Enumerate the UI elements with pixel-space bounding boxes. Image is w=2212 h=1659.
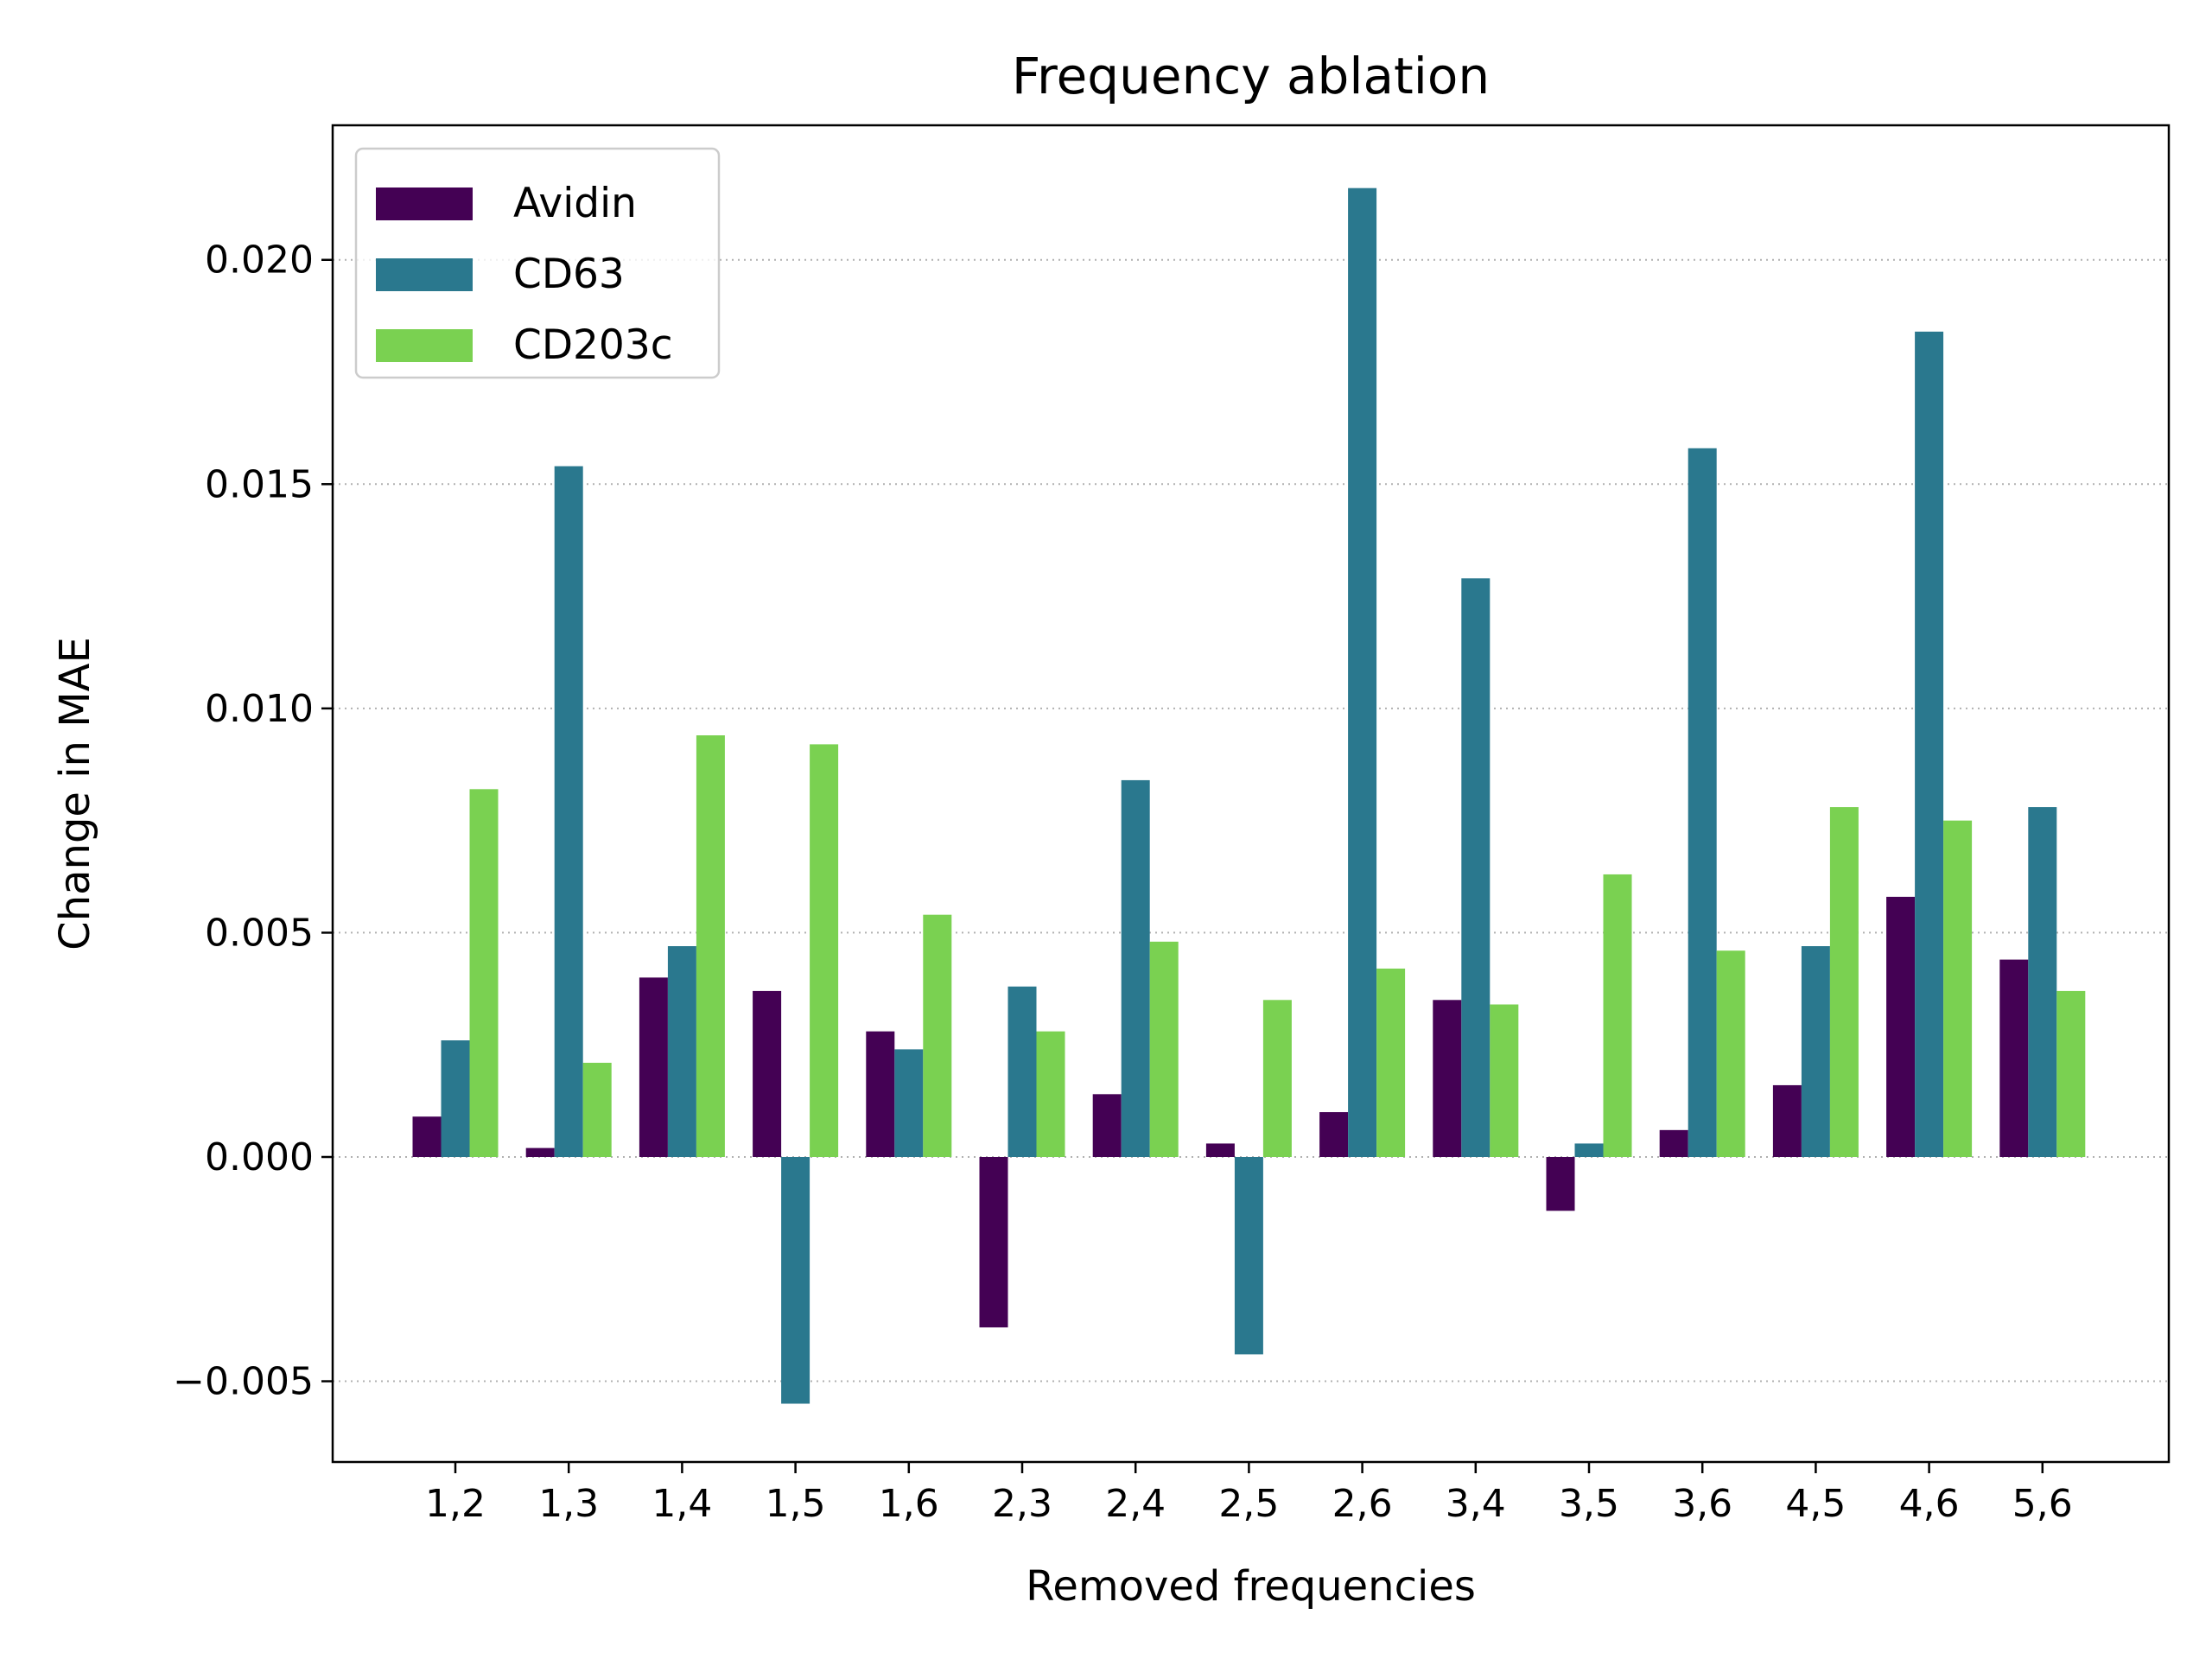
bar-cd203c-1-5: [810, 744, 839, 1157]
y-tick-label: 0.015: [205, 462, 314, 506]
x-tick-label: 2,5: [1218, 1482, 1279, 1526]
legend-label-cd203c: CD203c: [513, 321, 673, 369]
bar-cd63-2-5: [1234, 1156, 1263, 1355]
legend: Avidin CD63 CD203c: [354, 147, 721, 379]
bar-cd63-1-6: [894, 1049, 924, 1157]
bar-cd63-3-4: [1461, 578, 1491, 1157]
legend-swatch-avidin: [376, 188, 473, 220]
x-tick-label: 3,5: [1559, 1482, 1619, 1526]
bar-avidin-1-4: [639, 977, 668, 1157]
y-tick-label: 0.020: [205, 238, 314, 283]
bar-avidin-5-6: [1999, 959, 2029, 1157]
bar-cd63-2-6: [1348, 188, 1377, 1157]
x-tick-label: 4,6: [1899, 1482, 1960, 1526]
x-tick-label: 3,6: [1672, 1482, 1732, 1526]
bar-cd63-3-6: [1688, 448, 1717, 1157]
bar-cd63-1-3: [554, 466, 583, 1157]
bar-avidin-3-4: [1433, 1000, 1462, 1157]
x-tick-label: 1,4: [652, 1482, 712, 1526]
bar-avidin-1-2: [412, 1116, 442, 1157]
bar-cd203c-1-4: [696, 735, 725, 1157]
bar-cd203c-3-6: [1716, 950, 1745, 1157]
legend-label-avidin: Avidin: [513, 180, 637, 227]
bars: [412, 188, 2086, 1404]
x-tick-label: 1,2: [425, 1482, 486, 1526]
legend-swatch-cd63: [376, 258, 473, 291]
bar-cd63-2-4: [1121, 779, 1150, 1157]
bar-cd203c-2-5: [1262, 1000, 1292, 1157]
bar-cd203c-2-3: [1036, 1031, 1065, 1157]
bar-cd63-4-5: [1801, 946, 1830, 1157]
bar-avidin-2-6: [1319, 1112, 1349, 1157]
x-tick-label: 5,6: [2012, 1482, 2073, 1526]
bar-cd63-2-3: [1007, 986, 1037, 1157]
bar-cd63-1-4: [667, 946, 696, 1157]
x-tick-label: 4,5: [1785, 1482, 1846, 1526]
bar-cd203c-2-4: [1149, 941, 1179, 1157]
y-tick-label: 0.000: [205, 1135, 314, 1179]
bar-cd63-5-6: [2028, 807, 2057, 1157]
bar-cd203c-1-2: [469, 789, 499, 1157]
bar-cd63-1-5: [781, 1156, 810, 1404]
bar-avidin-3-6: [1659, 1129, 1688, 1157]
bar-avidin-1-3: [525, 1147, 555, 1157]
bar-cd63-1-2: [441, 1040, 470, 1157]
bar-cd203c-4-6: [1943, 820, 1973, 1157]
legend-swatch-cd203c: [376, 329, 473, 362]
bar-cd203c-4-5: [1829, 807, 1859, 1157]
bar-avidin-2-5: [1205, 1143, 1235, 1157]
y-tick-label: 0.010: [205, 687, 314, 731]
bar-cd203c-3-4: [1490, 1004, 1519, 1157]
bar-avidin-4-5: [1772, 1084, 1802, 1157]
bar-avidin-3-5: [1546, 1156, 1575, 1211]
x-tick-label: 2,4: [1105, 1482, 1166, 1526]
bar-cd203c-1-3: [582, 1062, 612, 1157]
bar-cd203c-3-5: [1603, 874, 1632, 1157]
axis-ticks: −0.005 0.000 0.005 0.010 0.015 0.020 1,2 1,3 1,4…: [173, 238, 2073, 1526]
bar-avidin-1-6: [866, 1031, 895, 1157]
bar-cd203c-2-6: [1376, 968, 1406, 1157]
x-tick-label: 1,3: [538, 1482, 599, 1526]
legend-label-cd63: CD63: [513, 251, 625, 298]
y-axis-title: Change in MAE: [51, 637, 99, 950]
x-tick-label: 2,6: [1332, 1482, 1393, 1526]
x-tick-label: 2,3: [992, 1482, 1052, 1526]
x-axis-title: Removed frequencies: [1026, 1562, 1476, 1611]
bar-avidin-2-3: [979, 1156, 1008, 1328]
bar-avidin-2-4: [1092, 1094, 1122, 1157]
bar-avidin-1-5: [753, 990, 782, 1157]
x-tick-label: 3,4: [1446, 1482, 1506, 1526]
y-tick-label: −0.005: [173, 1360, 314, 1404]
y-tick-label: 0.005: [205, 911, 314, 955]
bar-cd203c-1-6: [923, 914, 952, 1157]
x-tick-label: 1,6: [879, 1482, 939, 1526]
bar-cd203c-5-6: [2056, 990, 2086, 1157]
bar-cd63-3-5: [1574, 1143, 1604, 1157]
bar-avidin-4-6: [1886, 896, 1916, 1157]
bar-cd63-4-6: [1915, 331, 1944, 1157]
plot-frame: [331, 124, 2171, 1464]
chart-title: Frequency ablation: [1012, 47, 1490, 105]
x-tick-label: 1,5: [766, 1482, 826, 1526]
